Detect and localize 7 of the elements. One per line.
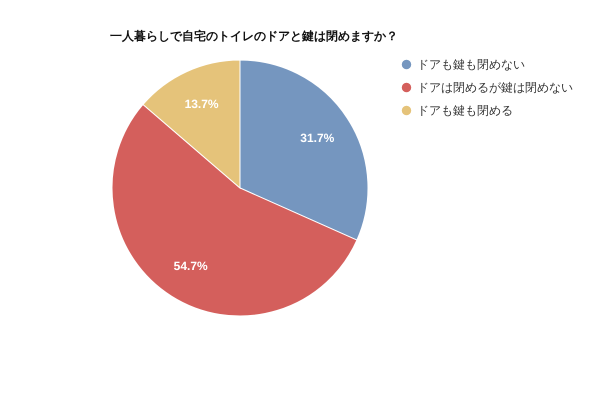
legend-label: ドアは閉めるが鍵は閉めない: [417, 80, 573, 94]
data-label: 31.7%: [300, 130, 335, 145]
data-label: 54.7%: [174, 258, 208, 273]
data-label: 13.7%: [184, 97, 219, 112]
legend-label: ドアも鍵も閉める: [417, 104, 513, 118]
chart-title: 一人暮らしで自宅のトイレのドアと鍵は閉めますか？: [110, 29, 398, 43]
legend-label: ドアも鍵も閉めない: [417, 58, 525, 72]
